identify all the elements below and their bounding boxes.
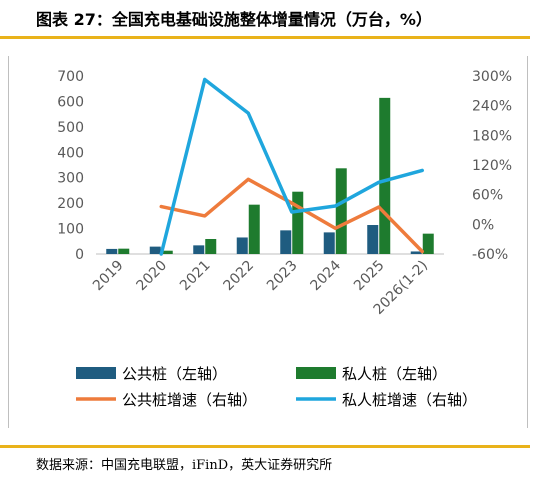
legend-label: 私人桩增速（右轴）	[342, 391, 477, 409]
x-tick-label: 2020	[134, 258, 171, 295]
right-tick-label: 60%	[472, 188, 503, 204]
legend-label: 公共桩（左轴）	[122, 365, 227, 383]
left-axis-ticks: 0 100 200 300 400 500 600 700	[57, 69, 84, 263]
private-pile-bar	[422, 233, 434, 254]
x-tick-label: 2024	[308, 257, 345, 294]
legend-label: 公共桩增速（右轴）	[122, 391, 257, 409]
public-pile-bar	[323, 232, 335, 254]
public-pile-bar	[193, 245, 205, 254]
public-pile-bar	[236, 237, 248, 254]
public-pile-bar	[280, 230, 292, 254]
chart-title: 图表 27：全国充电基础设施整体增量情况（万台，%）	[36, 10, 432, 29]
private-pile-bar	[292, 191, 304, 254]
left-tick-label: 100	[57, 222, 84, 238]
right-tick-label: 0%	[472, 217, 494, 233]
private-pile-bar	[118, 248, 130, 254]
left-tick-label: 300	[57, 171, 84, 187]
legend-label: 私人桩（左轴）	[342, 365, 447, 383]
private-pile-bar	[161, 250, 173, 254]
public-pile-bar	[367, 225, 379, 254]
x-tick-label: 2022	[221, 258, 258, 295]
chart-area: 0 100 200 300 400 500 600 700 -60% 0% 60% 120% 180%…	[57, 69, 512, 409]
public-pile-bar	[149, 246, 161, 254]
x-tick-label: 2025	[351, 258, 388, 295]
legend: 公共桩（左轴） 私人桩（左轴） 公共桩增速（右轴） 私人桩增速（右轴）	[76, 365, 477, 409]
bar-series	[106, 97, 434, 255]
left-tick-label: 700	[57, 69, 84, 85]
line-series	[159, 77, 424, 256]
left-tick-label: 600	[57, 94, 84, 110]
public-pile-bar	[106, 248, 118, 254]
public-pile-growth-line	[159, 177, 424, 254]
source-note: 数据来源：中国充电联盟，iFinD，英大证券研究所	[36, 458, 333, 473]
left-tick-label: 500	[57, 120, 84, 136]
top-divider	[0, 36, 530, 39]
right-tick-label: 180%	[472, 128, 512, 144]
private-pile-bar	[335, 168, 347, 254]
frame-right-border	[527, 56, 528, 428]
public-pile-bar	[410, 251, 422, 254]
private-pile-bar	[205, 238, 217, 254]
right-tick-label: 300%	[472, 69, 512, 85]
x-tick-label: 2019	[90, 258, 127, 295]
left-tick-label: 0	[75, 247, 84, 263]
right-tick-label: 240%	[472, 99, 512, 115]
x-tick-label: 2021	[177, 258, 214, 295]
legend-swatch	[296, 367, 336, 379]
frame-left-border	[8, 56, 9, 428]
legend-swatch	[76, 367, 116, 379]
left-tick-label: 400	[57, 145, 84, 161]
x-tick-label: 2023	[264, 258, 301, 295]
left-tick-label: 200	[57, 196, 84, 212]
private-pile-bar	[379, 97, 391, 255]
right-tick-label: 120%	[472, 158, 512, 174]
right-tick-label: -60%	[472, 247, 508, 263]
private-pile-growth-line	[159, 77, 424, 256]
right-axis-ticks: -60% 0% 60% 120% 180% 240% 300%	[472, 69, 512, 263]
private-pile-bar	[248, 204, 260, 254]
bottom-divider	[0, 445, 530, 448]
